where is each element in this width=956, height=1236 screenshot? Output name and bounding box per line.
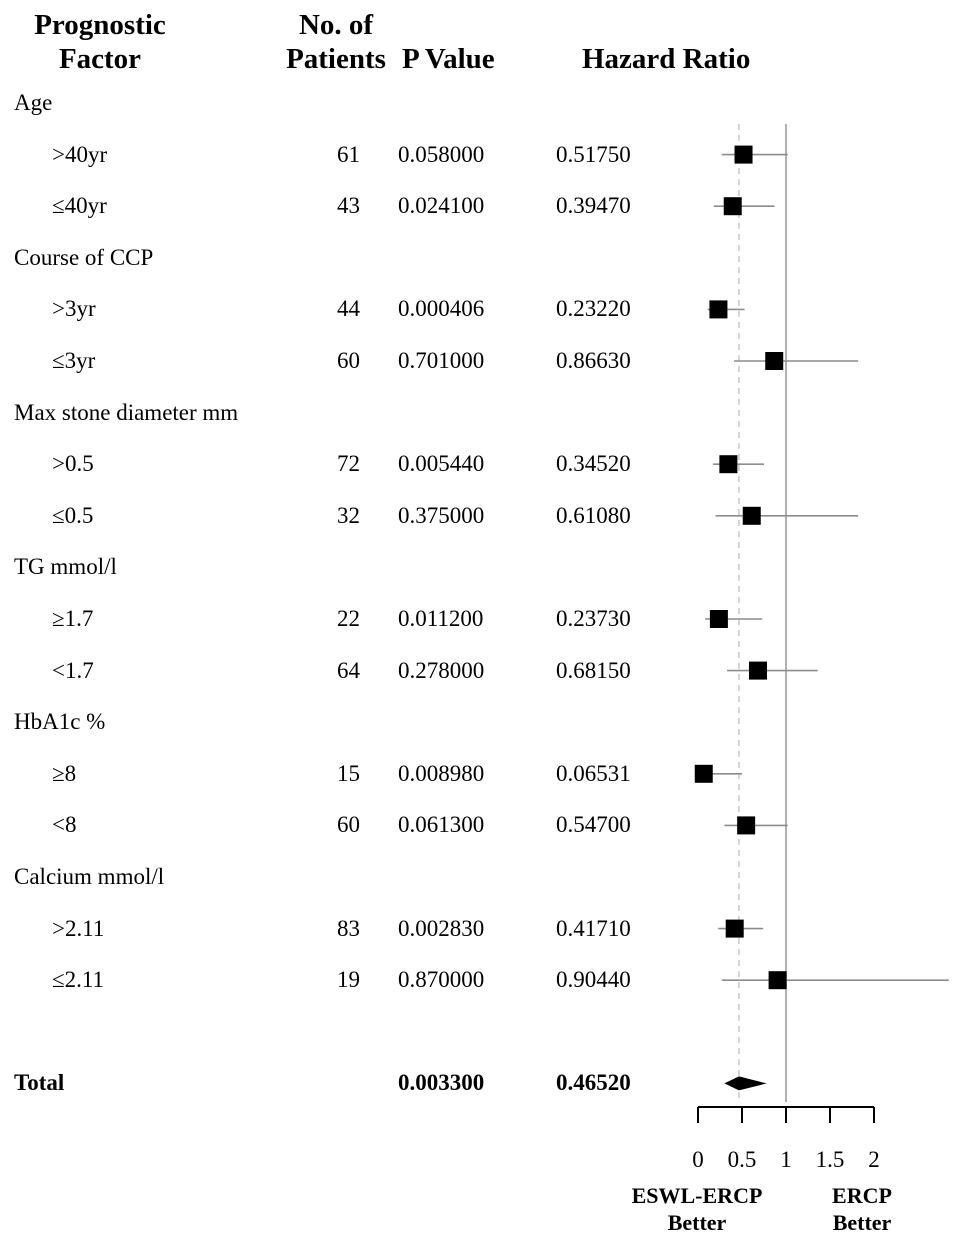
subgroup-label: ≥1.7: [52, 606, 94, 631]
hazard-ratio-marker: [734, 145, 753, 164]
hazard-ratio-marker: [765, 352, 784, 370]
group-label: Calcium mmol/l: [14, 864, 165, 889]
header-hazard-ratio: Hazard Ratio: [582, 43, 751, 75]
x-tick-label: 0.5: [728, 1147, 757, 1172]
footer-right-line2: Better: [832, 1210, 892, 1235]
p-value: 0.005440: [398, 451, 485, 477]
footer-left-line1: ESWL-ERCP: [631, 1183, 763, 1208]
subgroup-label: ≤0.5: [52, 502, 94, 528]
hazard-ratio-value: 0.68150: [556, 657, 631, 683]
group-label: HbA1c %: [14, 709, 106, 735]
hazard-ratio-value: 0.06531: [556, 760, 631, 786]
p-value: 0.061300: [398, 812, 485, 838]
patients-count: 60: [337, 348, 360, 373]
subgroup-label: >2.11: [52, 915, 105, 941]
patients-count: 44: [337, 296, 360, 322]
patients-count: 60: [337, 812, 360, 838]
subgroup-label: ≥8: [52, 760, 77, 786]
p-value: 0.024100: [398, 193, 485, 219]
hazard-ratio-value: 0.61080: [556, 502, 631, 528]
hazard-ratio-marker: [725, 919, 744, 938]
total-label: Total: [14, 1070, 65, 1096]
header-factor-line1: Prognostic: [34, 9, 166, 41]
footer-left-line2: Better: [667, 1210, 727, 1235]
header-patients-line2: Patients: [286, 43, 386, 75]
hazard-ratio-marker: [748, 661, 767, 680]
p-value: 0.008980: [398, 760, 485, 786]
patients-count: 64: [337, 657, 360, 683]
subgroup-label: ≤2.11: [52, 967, 105, 993]
subgroup-label: >40yr: [52, 141, 108, 167]
hazard-ratio-value: 0.23220: [556, 296, 631, 322]
footer-right-line1: ERCP: [832, 1183, 892, 1208]
header-patients-line1: No. of: [298, 9, 374, 41]
p-value: 0.011200: [398, 606, 484, 631]
hazard-ratio-value: 0.54700: [556, 812, 631, 838]
hazard-ratio-marker: [709, 610, 728, 628]
header-p-value: P Value: [402, 43, 495, 75]
hazard-ratio-value: 0.39470: [556, 193, 631, 219]
header-factor-line2: Factor: [58, 43, 142, 75]
patients-count: 61: [337, 141, 360, 167]
hazard-ratio-value: 0.23730: [556, 606, 631, 631]
subgroup-label: >0.5: [52, 451, 94, 477]
p-value: 0.000406: [398, 296, 485, 322]
group-label: Course of CCP: [14, 244, 154, 270]
subgroup-label: ≤3yr: [52, 348, 96, 373]
header-prognostic-factor: Prognostic Factor: [0, 8, 200, 76]
p-value: 0.278000: [398, 657, 485, 683]
p-value: 0.870000: [398, 967, 485, 993]
group-label: Age: [14, 90, 53, 115]
header-no-of-patients: No. of Patients: [272, 8, 400, 76]
p-value: 0.002830: [398, 915, 485, 941]
hazard-ratio-value: 0.90440: [556, 967, 631, 993]
hazard-ratio-marker: [737, 816, 756, 835]
group-label: Max stone diameter mm: [14, 399, 239, 425]
total-diamond-marker: [724, 1076, 767, 1091]
patients-count: 15: [337, 760, 360, 786]
hazard-ratio-marker: [694, 764, 713, 783]
patients-count: 22: [337, 606, 360, 631]
hazard-ratio-marker: [709, 300, 728, 319]
patients-count: 32: [337, 502, 360, 528]
hazard-ratio-value: 0.41710: [556, 915, 631, 941]
patients-count: 72: [337, 451, 360, 477]
x-tick-label: 1: [780, 1147, 792, 1172]
group-label: TG mmol/l: [14, 554, 117, 580]
total-hazard-ratio-value: 0.46520: [556, 1070, 631, 1096]
x-tick-label: 2: [868, 1147, 880, 1172]
hazard-ratio-marker: [723, 197, 742, 216]
hazard-ratio-value: 0.51750: [556, 141, 631, 167]
patients-count: 19: [337, 967, 360, 993]
p-value: 0.058000: [398, 141, 485, 167]
subgroup-label: ≤40yr: [52, 193, 107, 219]
patients-count: 43: [337, 193, 360, 219]
total-p-value: 0.003300: [398, 1070, 485, 1096]
hazard-ratio-marker: [768, 971, 787, 990]
subgroup-label: >3yr: [52, 296, 96, 322]
hazard-ratio-marker: [719, 455, 738, 474]
hazard-ratio-value: 0.34520: [556, 451, 631, 477]
subgroup-label: <8: [52, 812, 77, 838]
x-tick-label: 0: [692, 1147, 704, 1172]
p-value: 0.701000: [398, 348, 485, 373]
x-tick-label: 1.5: [816, 1147, 845, 1172]
hazard-ratio-value: 0.86630: [556, 348, 631, 373]
subgroup-label: <1.7: [52, 657, 94, 683]
patients-count: 83: [337, 915, 360, 941]
hazard-ratio-marker: [742, 506, 761, 525]
p-value: 0.375000: [398, 502, 485, 528]
